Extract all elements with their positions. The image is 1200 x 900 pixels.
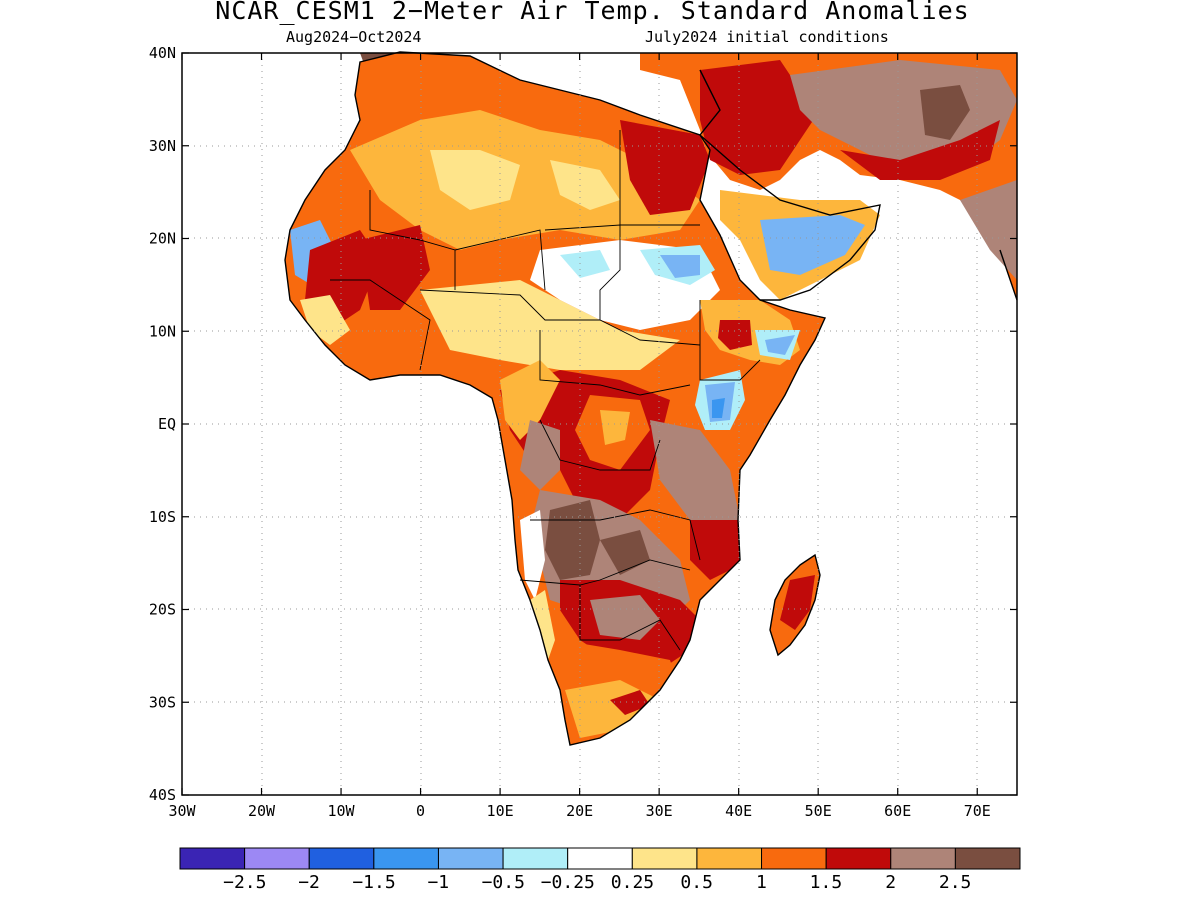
- axis-ticks: 30W 20W 10W 0 10E 20E 30E 40E 50E 60E 70E 40N 30N 20N…: [149, 44, 1017, 820]
- y-tick-label: 20N: [149, 230, 176, 248]
- x-tick-label: 30W: [168, 802, 196, 820]
- y-tick-label: 10N: [149, 322, 176, 340]
- period-subtitle: Aug2024−Oct2024: [286, 28, 422, 46]
- x-tick-label: 70E: [964, 802, 991, 820]
- colorbar-label: 0.25: [610, 872, 655, 893]
- y-tick-label: 20S: [149, 601, 176, 619]
- x-tick-label: 10E: [487, 802, 514, 820]
- colorbar-label: −0.25: [540, 872, 595, 893]
- colorbar-label: −1.5: [352, 872, 396, 893]
- x-tick-label: 10W: [328, 802, 356, 820]
- x-tick-label: 50E: [805, 802, 832, 820]
- graticule: [182, 53, 1017, 795]
- colorbar-swatch: [825, 847, 892, 870]
- colorbar-swatch: [631, 847, 698, 870]
- x-tick-label: 60E: [884, 802, 911, 820]
- map-title: NCAR_CESM1 2−Meter Air Temp. Standard An…: [215, 0, 970, 25]
- colorbar-swatch: [954, 847, 1021, 870]
- colorbar-label: −2: [298, 872, 320, 893]
- colorbar-swatch: [179, 847, 246, 870]
- colorbar-label: 1.5: [809, 872, 843, 893]
- country-borders: [330, 130, 761, 651]
- colorbar-label: 0.5: [680, 872, 713, 893]
- colorbar-label: 2.5: [938, 872, 972, 893]
- coastlines: [284, 51, 1018, 746]
- x-tick-label: 20E: [566, 802, 593, 820]
- colorbar-swatch: [308, 847, 375, 870]
- initial-conditions-subtitle: July2024 initial conditions: [645, 28, 889, 46]
- colorbar-swatch: [567, 847, 633, 870]
- colorbar: [179, 847, 1021, 870]
- colorbar-swatch: [437, 847, 504, 870]
- colorbar-swatch: [373, 847, 439, 870]
- colorbar-label: −1: [427, 872, 450, 893]
- y-tick-label: EQ: [158, 415, 176, 433]
- x-tick-label: 40E: [725, 802, 752, 820]
- colorbar-swatch: [244, 847, 310, 870]
- y-tick-label: 40S: [149, 786, 176, 804]
- colorbar-label: 2: [885, 872, 897, 893]
- colorbar-swatch: [761, 847, 827, 870]
- y-tick-label: 30S: [149, 693, 176, 711]
- y-tick-label: 10S: [149, 508, 176, 526]
- x-tick-label: 30E: [646, 802, 673, 820]
- x-tick-label: 20W: [248, 802, 276, 820]
- colorbar-swatch: [502, 847, 569, 870]
- colorbar-swatch: [696, 847, 763, 870]
- colorbar-label: −0.5: [481, 872, 525, 893]
- colorbar-label: −2.5: [223, 872, 267, 893]
- colorbar-label: 1: [756, 872, 767, 893]
- x-tick-label: 0: [416, 802, 425, 820]
- y-tick-label: 40N: [149, 44, 176, 62]
- colorbar-swatch: [890, 847, 956, 870]
- y-tick-label: 30N: [149, 137, 176, 155]
